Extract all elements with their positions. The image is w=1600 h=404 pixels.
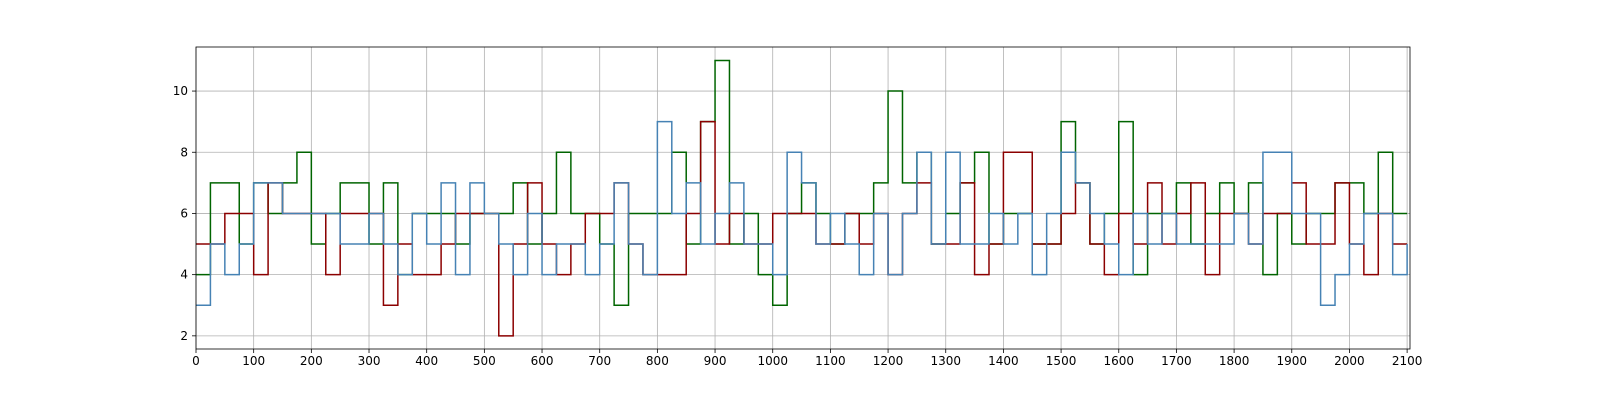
- y-tick-label: 4: [180, 268, 188, 282]
- x-tick-label: 100: [242, 354, 265, 368]
- x-tick-label: 1700: [1161, 354, 1192, 368]
- y-tick-label: 10: [173, 84, 188, 98]
- x-tick-label: 800: [646, 354, 669, 368]
- data-line: [196, 120, 1408, 306]
- data-line: [196, 120, 1408, 337]
- x-tick-label: 600: [531, 354, 554, 368]
- x-tick-label: 200: [300, 354, 323, 368]
- x-tick-label: 1100: [815, 354, 846, 368]
- x-tick-label: 400: [415, 354, 438, 368]
- x-tick-label: 2000: [1334, 354, 1365, 368]
- x-tick-label: 1200: [873, 354, 904, 368]
- x-tick-label: 1800: [1219, 354, 1250, 368]
- x-tick-label: 500: [473, 354, 496, 368]
- x-tick-label: 2100: [1392, 354, 1423, 368]
- x-tick-label: 1900: [1276, 354, 1307, 368]
- y-tick-label: 8: [180, 145, 188, 159]
- x-tick-label: 1000: [757, 354, 788, 368]
- x-tick-label: 1500: [1046, 354, 1077, 368]
- plot-frame: [195, 46, 1411, 350]
- x-tick-label: 0: [192, 354, 200, 368]
- x-tick-label: 1400: [988, 354, 1019, 368]
- x-tick-label: 1600: [1103, 354, 1134, 368]
- x-tick-label: 1300: [930, 354, 961, 368]
- x-tick-label: 900: [704, 354, 727, 368]
- x-tick-label: 300: [358, 354, 381, 368]
- x-tick-label: 700: [588, 354, 611, 368]
- y-tick-label: 6: [180, 206, 188, 220]
- y-tick-label: 2: [180, 329, 188, 343]
